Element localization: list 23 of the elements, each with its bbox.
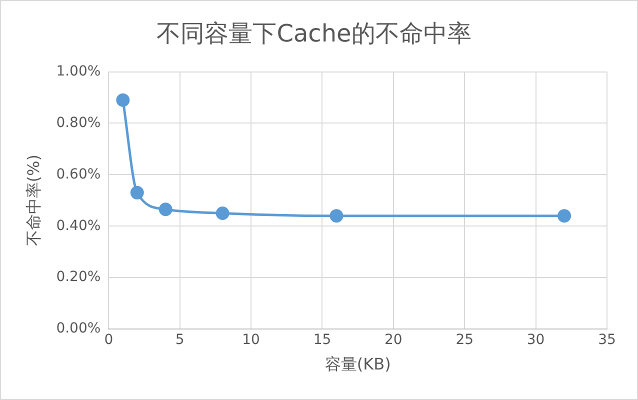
x-tick-label: 10 [242, 332, 260, 348]
y-tick-label: 0.80% [56, 114, 101, 131]
y-tick-label: 0.00% [56, 320, 101, 337]
point [558, 209, 572, 223]
y-tick-label: 1.00% [56, 63, 101, 80]
x-tick-label: 0 [104, 332, 114, 348]
x-tick-label: 25 [456, 332, 474, 348]
x-tick-label: 15 [313, 332, 332, 348]
y-tick-label: 0.40% [56, 218, 101, 234]
y-tick-label: 0.20% [56, 269, 101, 286]
y-tick-label: 0.60% [56, 166, 101, 182]
chart-title: 不同容量下Cache的不命中率 [156, 20, 472, 48]
y-axis-title: 不命中率(%) [24, 154, 43, 246]
x-axis-title: 容量(KB) [324, 354, 391, 374]
x-tick-label: 20 [384, 332, 402, 348]
point [158, 202, 172, 216]
point [330, 209, 344, 223]
point [116, 93, 130, 107]
x-tick-label: 5 [175, 332, 184, 348]
x-tick-label: 35 [598, 332, 616, 348]
point [130, 186, 144, 200]
point [216, 206, 230, 220]
x-tick-label: 30 [526, 332, 545, 348]
